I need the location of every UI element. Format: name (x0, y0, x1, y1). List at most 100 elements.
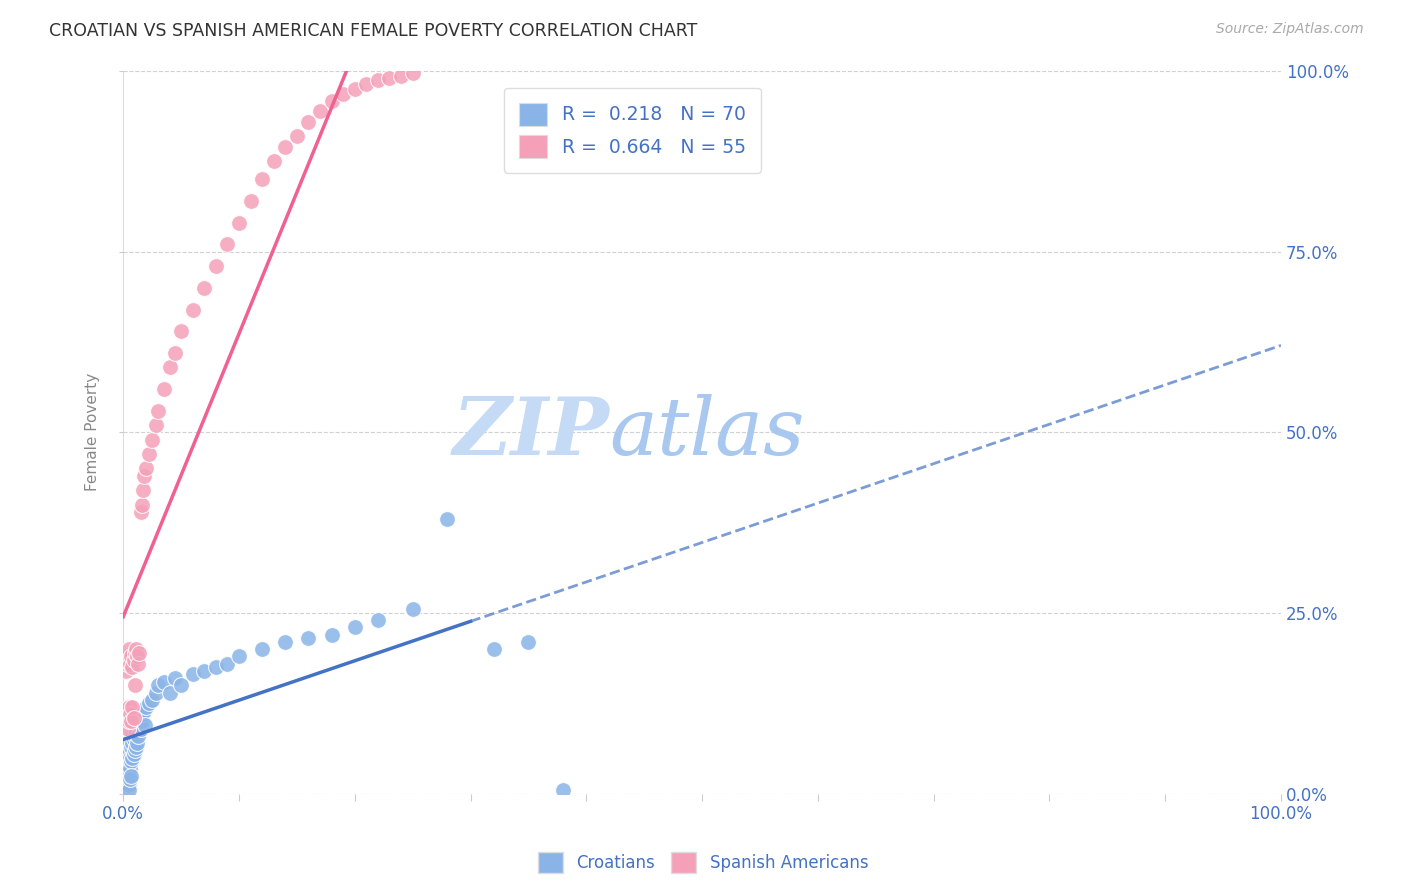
Point (343, 82, 366, 96)
Point (159, 360, 181, 375)
Point (181, 667, 204, 681)
Point (117, 649, 139, 664)
Point (228, 649, 250, 664)
Legend: Croatians, Spanish Americans: Croatians, Spanish Americans (531, 846, 875, 880)
Point (482, 642, 505, 657)
Text: CROATIAN VS SPANISH AMERICAN FEMALE POVERTY CORRELATION CHART: CROATIAN VS SPANISH AMERICAN FEMALE POVE… (49, 22, 697, 40)
Point (120, 729, 142, 743)
Point (138, 697, 160, 711)
Point (127, 718, 149, 732)
Point (309, 103, 332, 118)
Point (250, 642, 273, 657)
Point (115, 780, 138, 795)
Point (285, 129, 308, 144)
Point (125, 642, 148, 657)
Point (274, 140, 297, 154)
Point (132, 704, 155, 718)
Point (131, 498, 153, 512)
Point (128, 711, 150, 725)
Point (120, 657, 142, 671)
Point (118, 739, 141, 754)
Point (145, 418, 167, 433)
Point (389, 69, 412, 83)
Point (250, 172, 273, 186)
Point (159, 685, 181, 699)
Point (127, 714, 149, 729)
Point (297, 114, 319, 128)
Point (152, 674, 174, 689)
Point (115, 783, 138, 797)
Text: ZIP: ZIP (453, 393, 609, 471)
Point (129, 722, 152, 736)
Point (117, 757, 139, 772)
Point (129, 707, 152, 722)
Point (118, 764, 141, 779)
Point (517, 635, 540, 649)
Point (343, 620, 366, 634)
Point (127, 657, 149, 671)
Point (118, 783, 141, 797)
Point (193, 664, 215, 678)
Point (124, 646, 146, 660)
Point (120, 772, 142, 787)
Point (145, 685, 167, 699)
Point (120, 707, 142, 722)
Point (120, 754, 142, 768)
Point (132, 468, 155, 483)
Point (122, 747, 145, 761)
Point (124, 718, 146, 732)
Point (118, 700, 141, 714)
Point (122, 653, 145, 667)
Point (321, 95, 343, 109)
Point (118, 778, 141, 792)
Point (120, 714, 142, 729)
Point (170, 324, 193, 338)
Point (120, 649, 142, 664)
Point (127, 736, 149, 750)
Point (217, 237, 239, 252)
Point (401, 66, 423, 80)
Point (115, 747, 138, 761)
Point (152, 382, 174, 396)
Point (356, 77, 378, 91)
Point (115, 769, 138, 783)
Point (217, 657, 239, 671)
Point (125, 725, 148, 739)
Text: Source: ZipAtlas.com: Source: ZipAtlas.com (1216, 22, 1364, 37)
Point (274, 635, 297, 649)
Point (120, 736, 142, 750)
Point (332, 87, 354, 102)
Point (205, 660, 228, 674)
Point (117, 743, 139, 757)
Point (134, 718, 156, 732)
Point (239, 194, 262, 208)
Point (121, 660, 143, 674)
Point (115, 714, 138, 729)
Point (120, 739, 142, 754)
Point (378, 71, 401, 86)
Point (114, 750, 136, 764)
Point (170, 678, 193, 692)
Point (165, 346, 187, 360)
Point (367, 73, 389, 87)
Point (125, 739, 148, 754)
Point (122, 722, 145, 736)
Point (117, 780, 139, 794)
Point (553, 783, 575, 797)
Point (127, 649, 149, 664)
Point (193, 281, 215, 295)
Point (120, 761, 142, 775)
Y-axis label: Female Poverty: Female Poverty (86, 373, 100, 491)
Point (128, 646, 150, 660)
Point (121, 725, 143, 739)
Point (118, 714, 141, 729)
Point (115, 657, 138, 671)
Point (297, 632, 319, 646)
Text: atlas: atlas (609, 393, 804, 471)
Point (121, 700, 143, 714)
Point (135, 700, 157, 714)
Point (114, 772, 136, 787)
Point (124, 743, 146, 757)
Point (141, 433, 163, 447)
Point (367, 613, 389, 627)
